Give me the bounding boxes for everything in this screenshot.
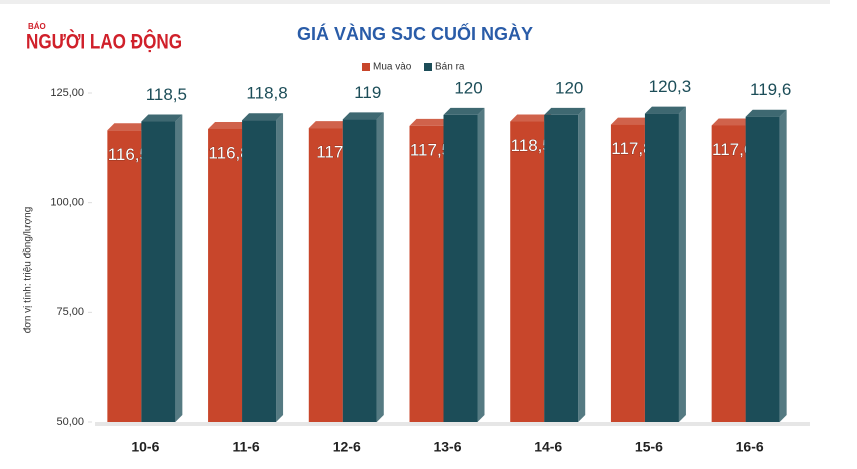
value-label: 118,8 (246, 84, 287, 103)
bar (208, 128, 243, 422)
logo: NGƯỜI LAO ĐỘNG (26, 30, 182, 54)
bar (409, 125, 444, 423)
bar-top (711, 118, 753, 126)
x-tick-label: 12-6 (333, 439, 361, 455)
value-label: 117,5 (410, 140, 451, 159)
x-tick-label: 11-6 (232, 439, 259, 455)
chart-title: GIÁ VÀNG SJC CUỐI NGÀY (297, 23, 533, 44)
x-tick-label: 15-6 (635, 439, 663, 455)
bar-top (745, 109, 787, 117)
x-tick-label: 16-6 (736, 439, 764, 455)
bar (544, 114, 579, 422)
bar-side (376, 112, 384, 422)
floor (95, 422, 810, 426)
bar-top (409, 118, 451, 126)
x-tick-label: 13-6 (433, 439, 461, 455)
frame (0, 0, 830, 4)
bar-top (342, 112, 384, 120)
bar-side (779, 109, 787, 423)
bar (745, 116, 780, 423)
bar-side (477, 107, 485, 422)
bar (308, 128, 343, 423)
y-tick-label: 50,00 (56, 416, 84, 428)
y-tick-label: 125,00 (50, 87, 84, 99)
bar (443, 114, 478, 422)
value-label: 116,8 (208, 143, 249, 162)
bar-side (175, 114, 183, 422)
bar (242, 120, 277, 423)
value-label: 120 (454, 78, 482, 97)
bar-top (208, 121, 250, 129)
bar-top (242, 113, 284, 121)
value-label: 120,3 (649, 77, 692, 96)
legend-swatch (362, 63, 370, 71)
bar-side (276, 113, 284, 423)
y-tick-label: 75,00 (56, 306, 84, 318)
bar-top (141, 114, 183, 122)
bar (107, 130, 142, 422)
value-label: 117,8 (611, 139, 652, 158)
bar (141, 121, 176, 422)
y-axis-label: đơn vị tính: triệu đồng/lượng (22, 207, 34, 334)
bar (510, 121, 545, 422)
value-label: 117,6 (712, 140, 753, 159)
bar-side (678, 106, 686, 422)
bar-top (644, 106, 686, 114)
x-tick-label: 14-6 (534, 439, 562, 455)
logo-small: BÁO (28, 22, 46, 31)
value-label: 118,5 (146, 85, 187, 104)
value-label: 120 (555, 78, 583, 97)
bar-top (510, 114, 552, 122)
bar-top (544, 107, 586, 115)
bar-top (443, 107, 485, 115)
value-label: 119,6 (750, 80, 791, 99)
x-tick-label: 10-6 (131, 439, 159, 455)
bar (610, 124, 645, 423)
bar (644, 113, 679, 422)
value-label: 117 (316, 143, 343, 162)
bar-side (578, 107, 586, 422)
bar (711, 125, 746, 422)
bar (342, 119, 377, 422)
bar-top (308, 121, 350, 129)
value-label: 119 (354, 83, 381, 102)
bar-top (610, 117, 652, 125)
legend-label: Mua vào (373, 62, 412, 73)
legend-swatch (424, 63, 432, 71)
legend-label: Bán ra (435, 62, 465, 73)
y-tick-label: 100,00 (50, 197, 84, 209)
value-label: 116,5 (108, 145, 149, 164)
value-label: 118,5 (511, 136, 552, 155)
bar-top (107, 123, 149, 131)
